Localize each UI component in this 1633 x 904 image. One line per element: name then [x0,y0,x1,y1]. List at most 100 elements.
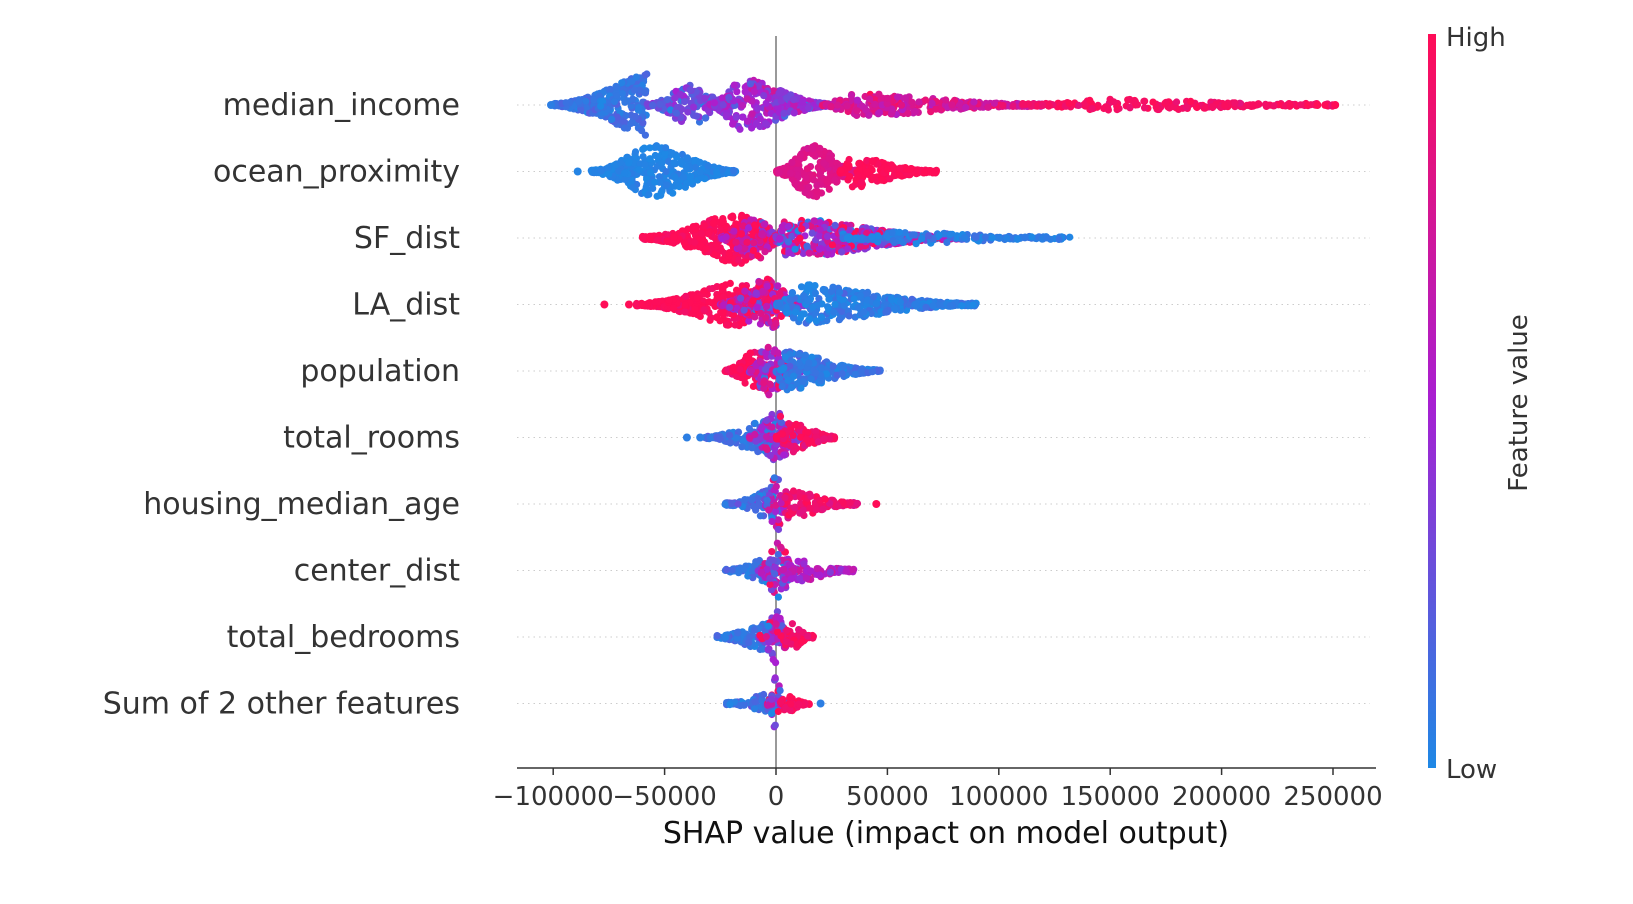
feature-points-0 [547,70,1340,139]
shap-point [810,242,818,250]
shap-point [815,295,823,303]
shap-point [730,166,738,175]
shap-point [802,174,810,182]
shap-point [710,250,718,258]
shap-point [805,315,814,323]
shap-point [726,303,734,311]
shap-point [691,239,699,247]
shap-point [790,96,798,104]
shap-point [745,353,753,361]
shap-point [868,157,877,165]
shap-point [761,248,769,256]
shap-point [805,249,813,257]
shap-point [894,93,902,101]
shap-point [813,181,821,189]
shap-point [863,156,871,165]
shap-point [1013,235,1021,243]
shap-point [845,155,853,164]
shap-point [921,96,930,104]
shap-point [911,300,919,309]
shap-point [791,180,799,188]
feature-points-1 [573,142,941,201]
shap-point [734,256,743,264]
shap-point [760,92,768,100]
shap-point [733,304,741,312]
shap-point [1262,102,1270,110]
shap-point [1209,103,1217,111]
shap-point [906,165,914,173]
shap-point [911,107,919,116]
shap-point [808,229,816,237]
shap-point [749,230,757,238]
shap-point [732,220,740,228]
shap-point [780,364,788,372]
shap-point [698,229,706,238]
shap-point [692,112,701,120]
shap-point [649,101,657,109]
shap-point [797,283,806,291]
shap-point [1303,101,1311,109]
shap-point [766,381,774,389]
shap-point [632,299,641,308]
shap-point [732,434,740,442]
shap-point [718,165,727,174]
shap-point [728,214,737,222]
shap-point [750,239,758,247]
shap-point [786,169,795,177]
shap-point [618,79,626,87]
shap-point [829,362,837,370]
shap-point [883,100,891,108]
shap-point [889,165,897,173]
shap-point [784,376,792,384]
shap-point [761,366,770,374]
shap-point [562,99,570,107]
shap-point [946,302,954,310]
shap-point [639,145,647,153]
shap-point [691,305,699,313]
shap-point [827,103,835,111]
shap-point [873,232,882,240]
shap-point [758,230,766,239]
shap-point [1065,99,1073,107]
shap-point [683,154,692,162]
shap-point [943,238,951,247]
shap-point [745,224,753,232]
shap-point [847,91,856,100]
feature-points-4 [721,343,884,399]
shap-point [764,343,772,351]
shap-point [681,301,689,309]
shap-point [1140,97,1148,105]
shap-point [795,359,803,367]
shap-point [788,158,796,166]
shap-point [811,282,819,290]
shap-point [791,245,799,253]
shap-point [658,159,666,167]
shap-point [736,125,744,133]
shap-point [673,103,681,111]
shap-point [730,310,738,319]
shap-point [615,167,623,175]
shap-point [870,173,878,181]
shap-point [843,102,851,110]
shap-point [781,353,789,361]
shap-point [712,240,720,248]
shap-point [1045,102,1053,110]
shap-point [730,363,738,371]
shap-point [1024,100,1032,108]
shap-point [969,301,977,309]
shap-point [653,143,661,151]
shap-point [713,171,721,179]
shap-point [756,357,764,366]
shap-point [1021,233,1029,241]
shap-point [816,171,824,179]
shap-point [631,112,640,120]
shap-point [1110,98,1118,106]
shap-point [780,109,788,117]
shap-point [833,101,842,109]
shap-point [613,92,621,100]
shap-point [804,281,812,289]
shap-point [719,101,727,109]
shap-point [661,144,670,152]
shap-point-outlier [625,300,633,309]
shap-point [620,124,629,132]
